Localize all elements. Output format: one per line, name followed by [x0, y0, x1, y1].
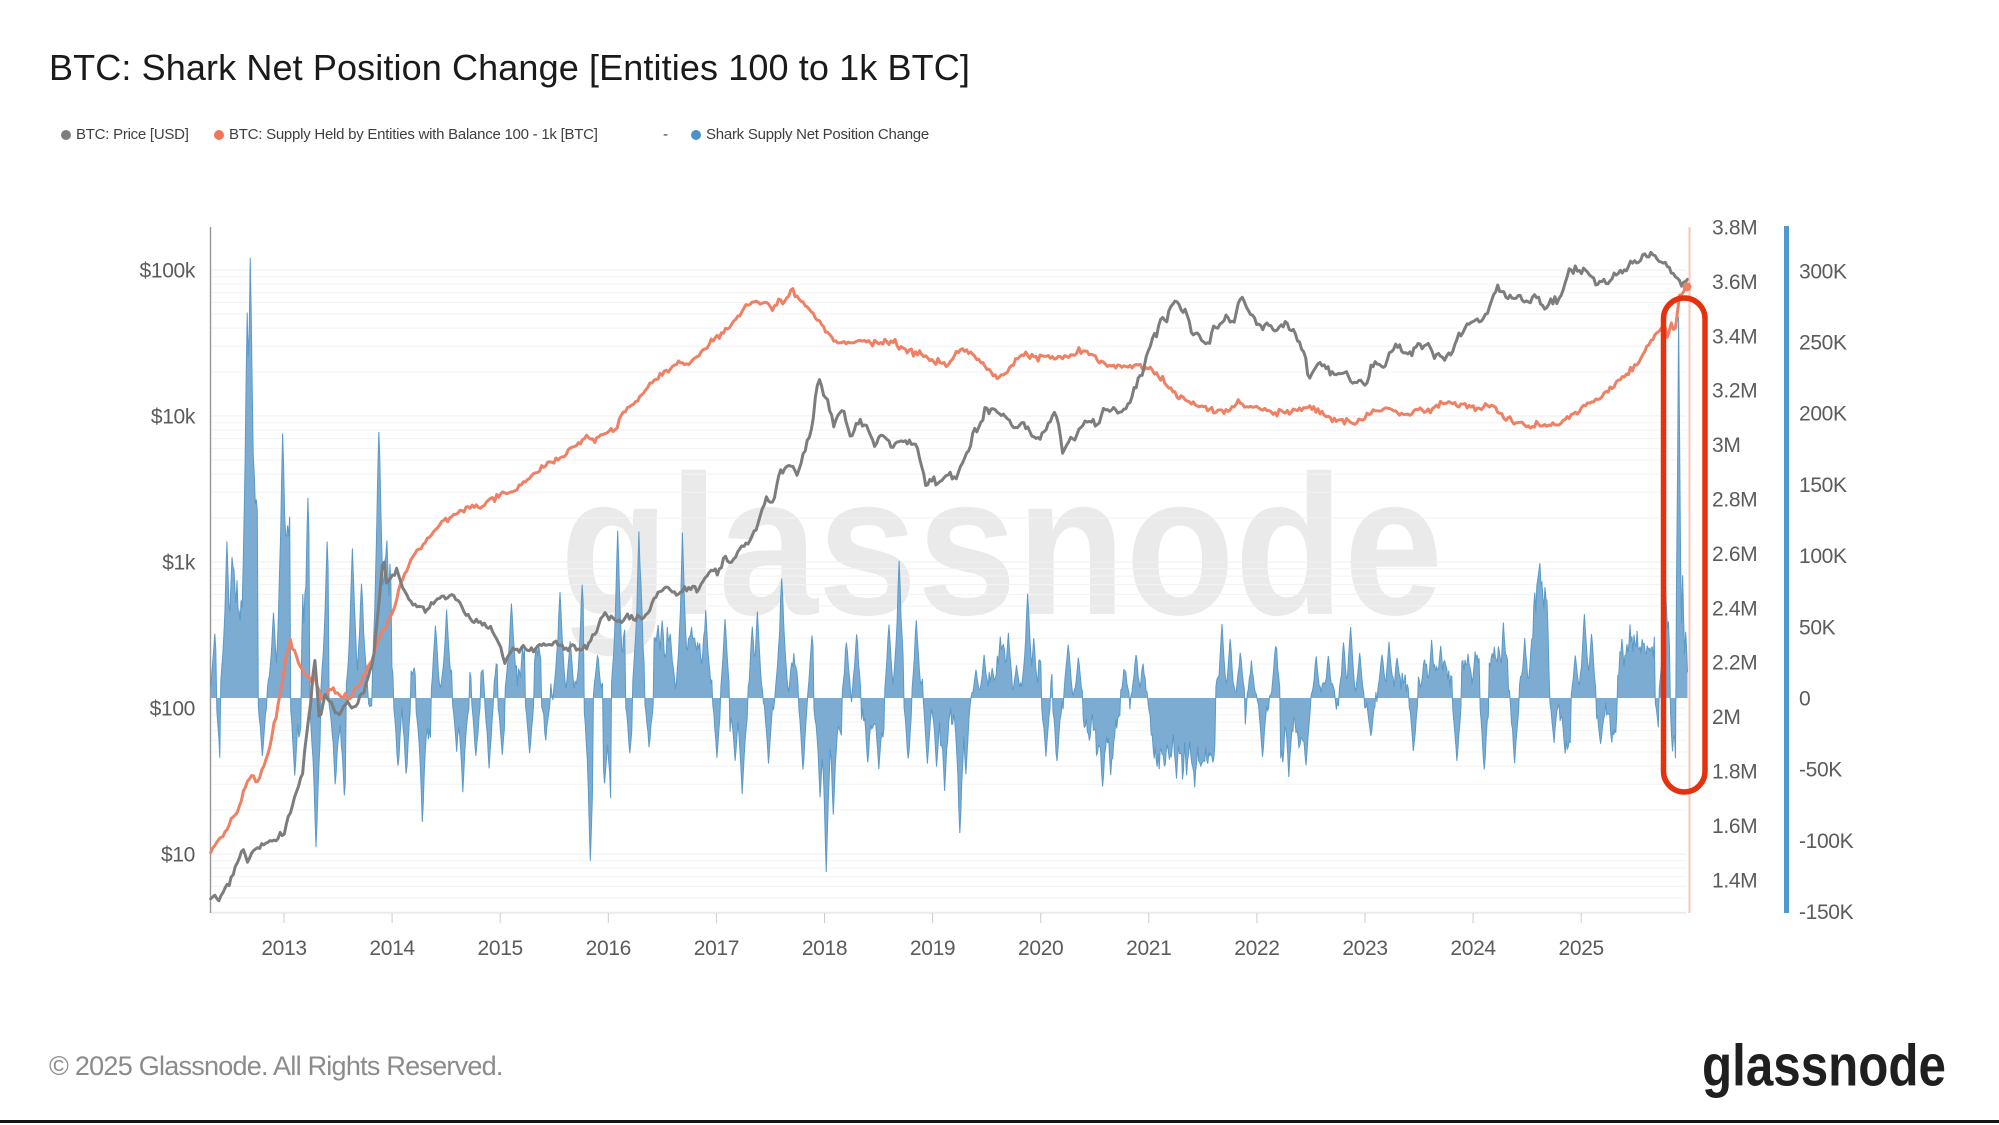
svg-text:3M: 3M	[1712, 434, 1740, 457]
svg-text:2.2M: 2.2M	[1712, 652, 1757, 675]
svg-text:3.6M: 3.6M	[1712, 271, 1757, 294]
svg-text:250K: 250K	[1799, 332, 1847, 355]
svg-text:2.6M: 2.6M	[1712, 543, 1757, 566]
svg-text:3.4M: 3.4M	[1712, 325, 1757, 348]
svg-text:200K: 200K	[1799, 403, 1847, 426]
svg-text:2013: 2013	[261, 937, 306, 960]
svg-text:2019: 2019	[910, 937, 955, 960]
svg-text:$10: $10	[161, 844, 195, 867]
svg-text:-50K: -50K	[1799, 759, 1842, 782]
svg-text:$1k: $1k	[162, 552, 196, 575]
svg-text:2018: 2018	[802, 937, 847, 960]
svg-text:$100k: $100k	[140, 260, 196, 283]
svg-text:100K: 100K	[1799, 545, 1847, 568]
svg-text:2M: 2M	[1712, 706, 1740, 729]
svg-text:2014: 2014	[369, 937, 415, 960]
svg-text:3.8M: 3.8M	[1712, 217, 1757, 240]
svg-text:300K: 300K	[1799, 260, 1847, 283]
svg-text:2021: 2021	[1126, 937, 1171, 960]
svg-text:2.4M: 2.4M	[1712, 597, 1757, 620]
svg-text:2017: 2017	[694, 937, 739, 960]
svg-text:1.6M: 1.6M	[1712, 815, 1757, 838]
svg-text:glassnode: glassnode	[560, 435, 1443, 657]
svg-text:2015: 2015	[478, 937, 523, 960]
svg-text:2.8M: 2.8M	[1712, 489, 1757, 512]
svg-text:3.2M: 3.2M	[1712, 380, 1757, 403]
svg-text:2023: 2023	[1342, 937, 1387, 960]
svg-text:$100: $100	[150, 698, 195, 721]
svg-text:2022: 2022	[1234, 937, 1279, 960]
svg-text:2025: 2025	[1559, 937, 1604, 960]
svg-text:2020: 2020	[1018, 937, 1063, 960]
svg-text:2024: 2024	[1450, 937, 1496, 960]
svg-text:150K: 150K	[1799, 474, 1847, 497]
svg-text:0: 0	[1799, 688, 1810, 711]
svg-text:2016: 2016	[586, 937, 631, 960]
svg-text:$10k: $10k	[151, 406, 196, 429]
svg-text:50K: 50K	[1799, 616, 1836, 639]
svg-text:-100K: -100K	[1799, 830, 1854, 853]
svg-text:glassnode: glassnode	[1702, 1040, 1946, 1099]
svg-text:1.8M: 1.8M	[1712, 761, 1757, 784]
svg-text:-150K: -150K	[1799, 901, 1854, 924]
svg-text:1.4M: 1.4M	[1712, 869, 1757, 892]
